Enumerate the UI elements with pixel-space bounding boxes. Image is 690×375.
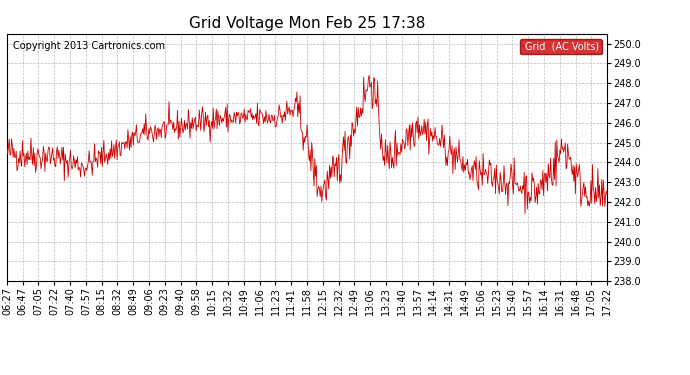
Legend: Grid  (AC Volts): Grid (AC Volts) <box>520 39 602 54</box>
Text: Copyright 2013 Cartronics.com: Copyright 2013 Cartronics.com <box>13 41 165 51</box>
Title: Grid Voltage Mon Feb 25 17:38: Grid Voltage Mon Feb 25 17:38 <box>189 16 425 31</box>
